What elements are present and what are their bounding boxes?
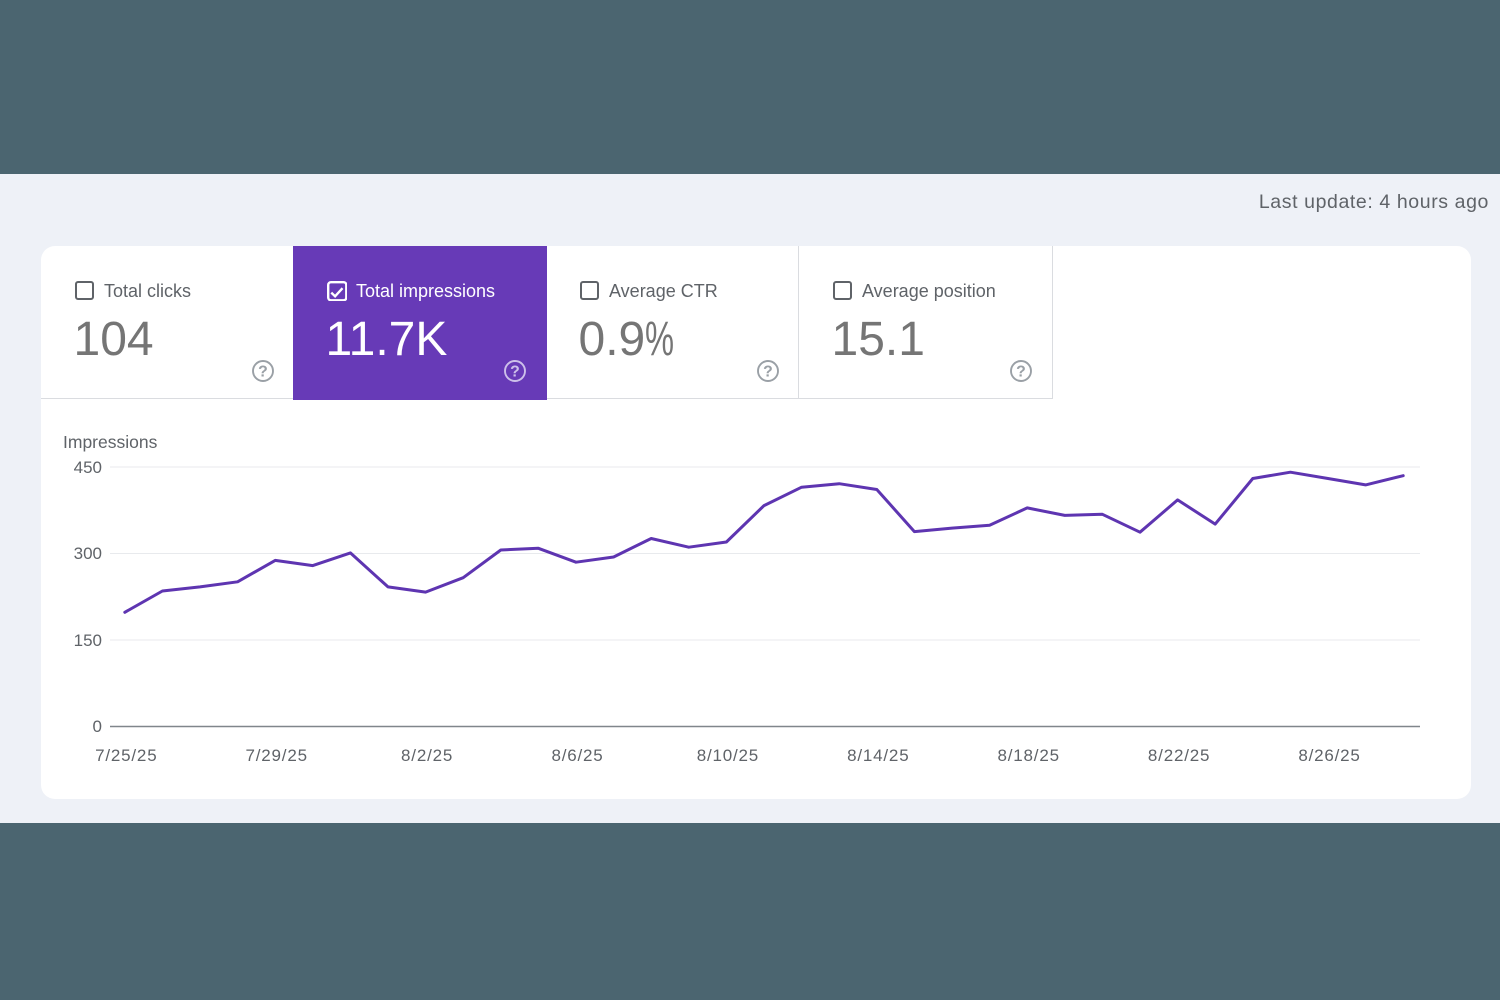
svg-text:?: ?	[258, 363, 268, 380]
svg-text:?: ?	[510, 363, 520, 380]
svg-text:?: ?	[763, 363, 773, 380]
svg-text:?: ?	[1016, 363, 1026, 380]
